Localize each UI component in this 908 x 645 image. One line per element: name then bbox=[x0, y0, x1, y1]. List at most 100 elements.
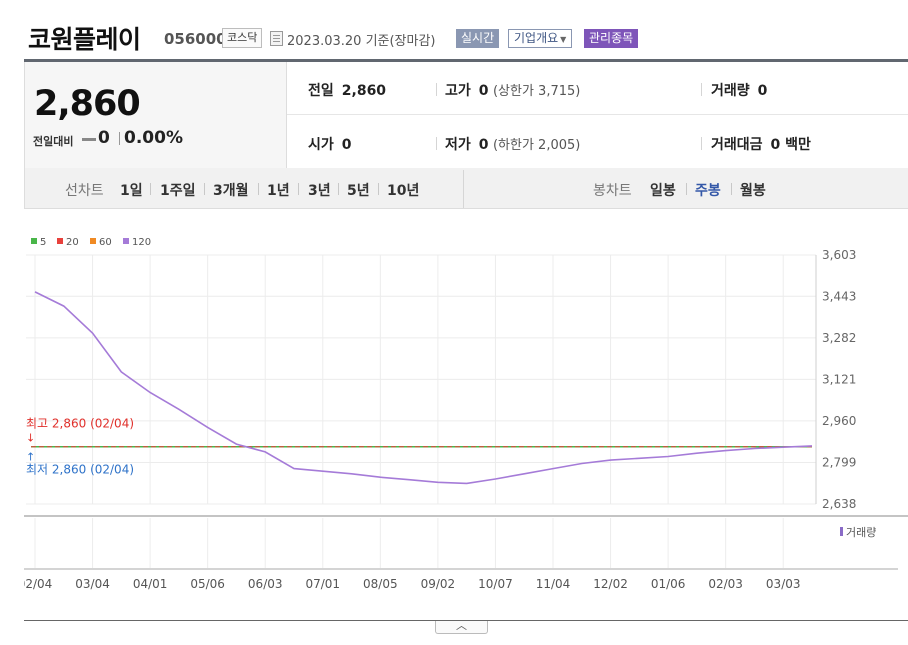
x-tick-label: 04/01 bbox=[133, 577, 168, 591]
divider bbox=[731, 183, 732, 195]
divider bbox=[298, 183, 299, 195]
divider bbox=[119, 132, 120, 145]
period-3m[interactable]: 3개월 bbox=[213, 183, 249, 199]
period-3y[interactable]: 3년 bbox=[308, 183, 331, 199]
ma120-line bbox=[34, 291, 813, 485]
realtime-button[interactable]: 실시간 bbox=[456, 29, 500, 48]
volume: 거래량 0 bbox=[711, 80, 767, 100]
quote-panel: 2,860 전일대비 0 0.00% 전일 2,860 고가 0 (상한가 3,71… bbox=[24, 62, 908, 169]
y-tick-label: 3,603 bbox=[822, 248, 856, 262]
chevron-up-icon: ︿ bbox=[456, 619, 467, 632]
company-overview-label: 기업개요 bbox=[514, 31, 559, 45]
legend-label-5: 5 bbox=[40, 237, 46, 248]
y-tick-label: 2,960 bbox=[822, 414, 856, 428]
divider bbox=[150, 183, 151, 195]
candle-daily[interactable]: 일봉 bbox=[650, 183, 676, 199]
market-badge: 코스닥 bbox=[222, 28, 263, 48]
divider bbox=[378, 183, 379, 195]
high-price: 고가 0 (상한가 3,715) bbox=[445, 80, 580, 100]
period-1y[interactable]: 1년 bbox=[267, 183, 290, 199]
chart-bottom-border bbox=[24, 620, 908, 621]
unchanged-icon bbox=[82, 138, 96, 141]
period-5y[interactable]: 5년 bbox=[347, 183, 370, 199]
divider bbox=[204, 183, 205, 195]
x-tick-label: 01/06 bbox=[651, 577, 686, 591]
x-tick-label: 05/06 bbox=[190, 577, 225, 591]
chart-canvas: 5 20 60 120 3,603 3,443 3,282 3,121 2,960 2,799 2,… bbox=[24, 237, 908, 591]
period-1d[interactable]: 1일 bbox=[120, 183, 143, 199]
stock-code: 056000 bbox=[164, 30, 227, 48]
toolbar-divider bbox=[463, 170, 464, 208]
company-overview-button[interactable]: 기업개요 ▼ bbox=[508, 29, 573, 48]
chevron-down-icon: ▼ bbox=[560, 35, 567, 44]
quote-panel-top-border bbox=[24, 59, 908, 62]
quote-date: 2023.03.20 기준(장마감) bbox=[287, 34, 436, 49]
volume-label: 거래량 bbox=[711, 83, 750, 99]
change-percent: 0.00% bbox=[124, 128, 183, 148]
x-tick-label: 12/02 bbox=[593, 577, 628, 591]
current-price: 2,860 bbox=[34, 84, 141, 124]
legend-label-20: 20 bbox=[66, 237, 79, 248]
low-annotation: 최저 2,860 (02/04) bbox=[26, 463, 134, 477]
candle-weekly[interactable]: 주봉 bbox=[695, 183, 721, 199]
amount-value: 0 백만 bbox=[770, 137, 811, 153]
low-price: 저가 0 (하한가 2,005) bbox=[445, 134, 580, 154]
divider bbox=[701, 137, 702, 150]
y-tick-label: 3,282 bbox=[822, 331, 856, 345]
prev-close-label: 전일 bbox=[308, 83, 334, 99]
x-tick-label: 03/04 bbox=[75, 577, 110, 591]
collapse-chart-button[interactable]: ︿ bbox=[435, 619, 488, 634]
legend-swatch-5 bbox=[31, 238, 37, 244]
low-value: 0 bbox=[478, 137, 489, 153]
trade-amount: 거래대금 0 백만 bbox=[711, 134, 811, 154]
stock-name: 코원플레이 bbox=[28, 25, 141, 54]
volume-label: 거래량 bbox=[846, 526, 876, 539]
divider bbox=[258, 183, 259, 195]
candle-monthly[interactable]: 월봉 bbox=[740, 183, 766, 199]
legend-label-120: 120 bbox=[132, 237, 151, 248]
high-value: 0 bbox=[478, 83, 489, 99]
high-label: 고가 bbox=[445, 83, 471, 99]
period-10y[interactable]: 10년 bbox=[387, 183, 420, 199]
period-1w[interactable]: 1주일 bbox=[160, 183, 196, 199]
x-tick-label: 08/05 bbox=[363, 577, 398, 591]
arrow-up-icon: ↑ bbox=[26, 451, 35, 464]
document-icon bbox=[270, 31, 283, 46]
change-value: 0 bbox=[98, 128, 110, 148]
volume-value: 0 bbox=[757, 83, 768, 99]
upper-limit: (상한가 3,715) bbox=[492, 84, 581, 99]
lower-limit: (하한가 2,005) bbox=[492, 138, 581, 153]
price-box: 2,860 전일대비 0 0.00% bbox=[25, 62, 287, 168]
y-tick-label: 2,638 bbox=[822, 497, 856, 511]
change-label: 전일대비 bbox=[33, 135, 74, 148]
divider bbox=[701, 83, 702, 96]
amount-label: 거래대금 bbox=[711, 137, 763, 153]
x-tick-label: 11/04 bbox=[536, 577, 571, 591]
open-value: 0 bbox=[341, 137, 352, 153]
x-tick-label: 10/07 bbox=[478, 577, 513, 591]
open-label: 시가 bbox=[308, 137, 334, 153]
x-tick-label: 02/03 bbox=[708, 577, 743, 591]
high-annotation: 최고 2,860 (02/04) bbox=[26, 417, 134, 431]
prev-close: 전일 2,860 bbox=[308, 80, 386, 100]
volume-legend-swatch bbox=[840, 527, 843, 536]
legend-swatch-60 bbox=[90, 238, 96, 244]
divider bbox=[686, 183, 687, 195]
candle-chart-label: 봉차트 bbox=[593, 183, 632, 199]
open-price: 시가 0 bbox=[308, 134, 352, 154]
managed-stock-button[interactable]: 관리종목 bbox=[584, 29, 639, 48]
arrow-down-icon: ↓ bbox=[26, 432, 35, 445]
price-chart: 5 20 60 120 3,603 3,443 3,282 3,121 2,960 2,799 2,… bbox=[24, 210, 908, 610]
legend-label-60: 60 bbox=[99, 237, 112, 248]
divider bbox=[436, 137, 437, 150]
x-tick-label: 07/01 bbox=[305, 577, 340, 591]
legend-swatch-120 bbox=[123, 238, 129, 244]
prev-close-value: 2,860 bbox=[341, 83, 387, 99]
x-tick-label: 03/03 bbox=[766, 577, 801, 591]
y-tick-label: 3,121 bbox=[822, 372, 856, 386]
chart-toolbar: 선차트 1일 1주일 3개월 1년 3년 5년 10년 봉차트 일봉 주봉 월봉 bbox=[24, 168, 908, 209]
legend-swatch-20 bbox=[57, 238, 63, 244]
x-tick-label: 06/03 bbox=[248, 577, 283, 591]
x-tick-label: 02/04 bbox=[24, 577, 52, 591]
y-tick-label: 3,443 bbox=[822, 289, 856, 303]
